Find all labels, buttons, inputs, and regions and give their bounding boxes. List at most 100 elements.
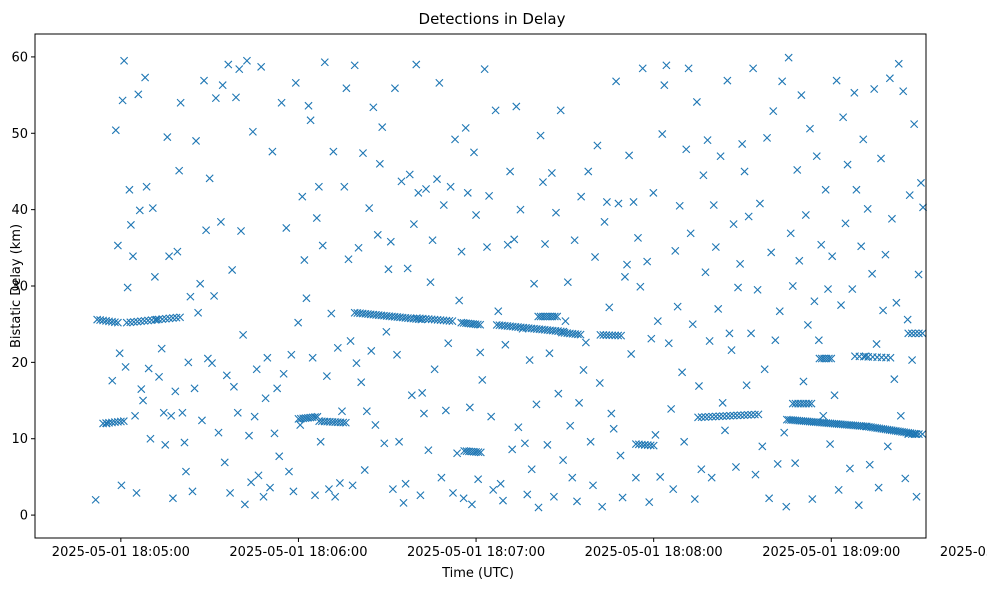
detection-point	[729, 411, 738, 420]
detection-point	[444, 339, 453, 348]
detection-point	[614, 199, 623, 208]
detection-point	[812, 152, 821, 161]
detection-point	[547, 168, 556, 177]
detection-point	[268, 147, 277, 156]
detection-point	[715, 412, 724, 421]
detection-point	[154, 315, 163, 324]
detection-point	[714, 304, 723, 313]
detection-point	[261, 394, 270, 403]
detection-point	[701, 268, 710, 277]
detection-point	[233, 408, 242, 417]
detection-point	[551, 208, 560, 217]
detection-point	[697, 413, 706, 422]
detection-point	[911, 329, 920, 338]
detection-point	[534, 503, 543, 512]
detection-point	[380, 439, 389, 448]
detection-point	[609, 424, 618, 433]
detection-point	[765, 494, 774, 503]
detection-point	[512, 102, 521, 111]
detection-point	[709, 201, 718, 210]
detection-point	[224, 60, 233, 69]
detection-point	[190, 384, 199, 393]
detection-point	[448, 317, 457, 326]
detection-point	[643, 257, 652, 266]
detection-point	[196, 279, 205, 288]
detection-point	[607, 409, 616, 418]
detection-point	[257, 62, 266, 71]
detection-point	[266, 483, 275, 492]
detection-point	[503, 240, 512, 249]
detection-point	[763, 133, 772, 142]
plot-area-frame	[34, 33, 927, 539]
detection-point	[577, 192, 586, 201]
detection-point	[128, 252, 137, 261]
detection-point	[318, 241, 327, 250]
detection-point	[758, 442, 767, 451]
detection-point	[808, 495, 817, 504]
detection-point	[142, 182, 151, 191]
detection-point	[144, 316, 153, 325]
detection-point	[136, 317, 145, 326]
detection-point	[629, 198, 638, 206]
detection-point	[144, 364, 153, 373]
detection-point	[141, 73, 150, 82]
detection-point	[570, 236, 579, 245]
detection-point	[337, 407, 346, 416]
detection-point	[817, 240, 826, 249]
detection-point	[194, 308, 203, 317]
detection-point	[457, 247, 466, 256]
detection-point	[202, 226, 211, 235]
detection-point	[645, 498, 654, 507]
detection-point	[294, 318, 303, 327]
detection-point	[699, 171, 708, 180]
detection-point	[222, 371, 231, 380]
detection-point	[899, 87, 908, 96]
detection-point	[723, 76, 732, 85]
detection-point	[584, 167, 593, 176]
detection-point	[161, 440, 170, 449]
detection-point	[682, 145, 691, 154]
detection-point	[545, 349, 554, 358]
detection-point	[919, 203, 928, 212]
detection-point	[137, 385, 146, 394]
detection-point	[760, 365, 769, 374]
detection-point	[890, 375, 899, 384]
detection-point	[397, 177, 406, 186]
detection-point	[252, 365, 261, 374]
detection-point	[727, 346, 736, 355]
detection-point	[595, 378, 604, 387]
detection-point	[887, 214, 896, 223]
detection-point	[489, 485, 498, 494]
detection-point	[129, 317, 138, 326]
detection-point	[178, 408, 187, 417]
detection-point	[320, 58, 329, 67]
detection-point	[352, 359, 361, 368]
detection-point	[680, 437, 689, 446]
detection-point	[725, 329, 734, 338]
detection-point	[235, 65, 244, 74]
detection-point	[834, 485, 843, 494]
detection-point	[686, 229, 695, 238]
detection-point	[901, 474, 910, 483]
detection-point	[472, 210, 481, 219]
detection-point	[575, 398, 584, 407]
detection-point	[171, 387, 180, 396]
y-tick-label: 60	[11, 50, 28, 65]
detection-point	[242, 56, 251, 65]
detection-point	[518, 324, 527, 333]
detection-point	[120, 56, 129, 65]
detection-point	[329, 147, 338, 156]
detection-point	[530, 279, 539, 288]
detection-point	[684, 64, 693, 73]
detection-point	[854, 501, 863, 510]
detection-point	[435, 78, 444, 87]
detection-point	[527, 465, 536, 474]
detection-point	[152, 315, 161, 324]
detection-point	[218, 81, 227, 90]
detection-point	[446, 182, 455, 191]
detection-point	[874, 483, 883, 492]
detection-point	[704, 412, 713, 421]
detection-point	[125, 185, 134, 194]
detection-point	[775, 307, 784, 316]
